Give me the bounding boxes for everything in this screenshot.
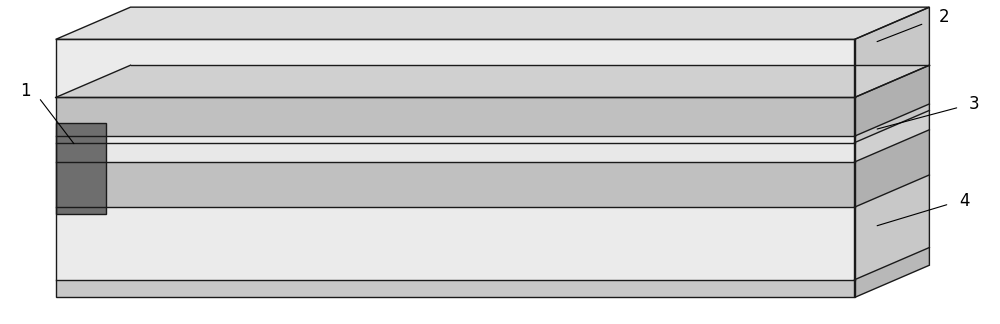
Polygon shape [855, 65, 929, 136]
Polygon shape [855, 130, 929, 207]
Text: 1: 1 [20, 82, 31, 100]
Polygon shape [56, 280, 855, 297]
Polygon shape [855, 7, 929, 297]
Polygon shape [56, 40, 855, 297]
Text: 2: 2 [939, 8, 950, 26]
Text: 3: 3 [969, 95, 980, 113]
Polygon shape [56, 98, 855, 136]
Polygon shape [56, 162, 855, 207]
Text: 4: 4 [959, 192, 970, 210]
Polygon shape [56, 7, 929, 40]
Polygon shape [56, 123, 106, 214]
Polygon shape [855, 110, 929, 162]
Polygon shape [855, 248, 929, 297]
Polygon shape [56, 143, 855, 162]
Polygon shape [56, 65, 929, 98]
